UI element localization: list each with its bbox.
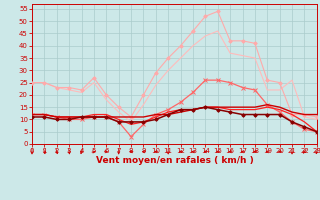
X-axis label: Vent moyen/en rafales ( km/h ): Vent moyen/en rafales ( km/h ) <box>96 156 253 165</box>
